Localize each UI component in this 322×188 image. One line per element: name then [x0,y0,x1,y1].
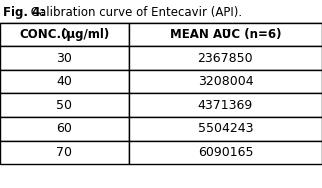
Bar [129,46,322,70]
Bar [129,93,322,117]
Text: 50: 50 [56,99,72,112]
Bar [0,23,129,46]
Text: 40: 40 [56,75,72,88]
Bar [129,117,322,141]
Text: 30: 30 [56,52,72,64]
Text: Calibration curve of Entecavir (API).: Calibration curve of Entecavir (API). [27,6,242,19]
Text: 3208004: 3208004 [198,75,253,88]
Text: 5504243: 5504243 [198,122,253,135]
Bar [129,70,322,93]
Bar [0,46,129,70]
Text: 0: 0 [222,28,229,41]
Bar [129,23,322,46]
Bar [0,93,129,117]
Text: 0: 0 [61,28,68,41]
Text: CONC.(μg/ml): CONC.(μg/ml) [19,28,109,41]
Bar [0,117,129,141]
Text: Fig. 4:: Fig. 4: [3,6,45,19]
Text: 4371369: 4371369 [198,99,253,112]
Bar [0,70,129,93]
Bar [129,23,322,46]
Text: 2367850: 2367850 [198,52,253,64]
Text: 70: 70 [56,146,72,159]
Bar [0,23,129,46]
Text: MEAN AUC (n=6): MEAN AUC (n=6) [170,28,281,41]
Bar [0,141,129,164]
Text: 60: 60 [56,122,72,135]
Text: 6090165: 6090165 [198,146,253,159]
Bar [129,141,322,164]
